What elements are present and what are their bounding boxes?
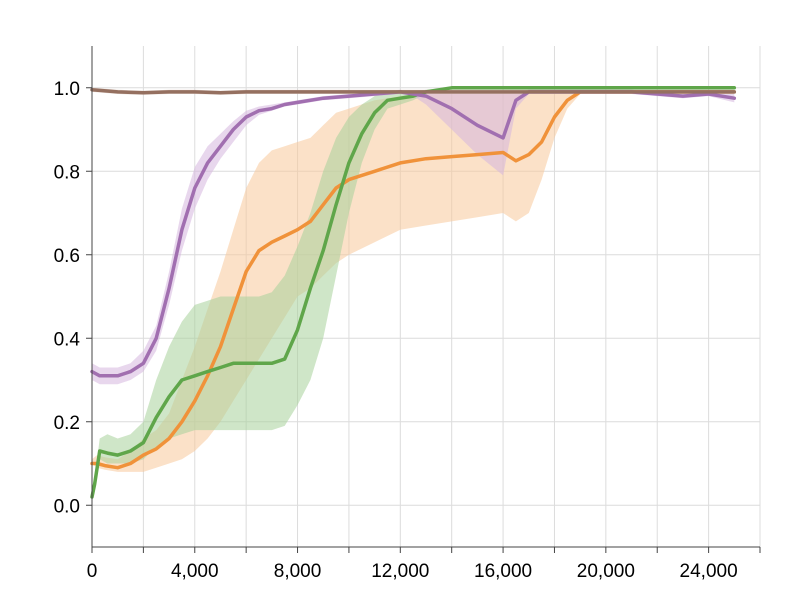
- x-tick-label: 20,000: [577, 561, 635, 582]
- x-tick-label: 4,000: [171, 561, 219, 582]
- y-tick-label: 0.4: [54, 329, 81, 350]
- series-lines: [90, 86, 737, 499]
- series-1-band: [92, 91, 735, 472]
- x-tick-label: 16,000: [474, 561, 532, 582]
- x-tick-label: 0: [87, 561, 98, 582]
- axes: [91, 46, 760, 548]
- y-tick-label: 0.0: [54, 496, 80, 517]
- x-tick-label: 24,000: [680, 561, 738, 582]
- series-4-line: [90, 88, 737, 95]
- y-tick-label: 1.0: [54, 79, 80, 100]
- y-tick-label: 0.8: [54, 162, 80, 183]
- confidence-bands: [92, 87, 735, 497]
- series-2-band: [92, 87, 735, 497]
- x-tick-label: 12,000: [371, 561, 429, 582]
- x-tick-label: 8,000: [274, 561, 322, 582]
- y-tick-label: 0.2: [54, 413, 80, 434]
- tick-labels: 0 4,000 8,000 12,000 16,000 20,000 24,000 0.0 0.…: [54, 79, 761, 582]
- y-tick-label: 0.6: [54, 246, 80, 267]
- series-2-line: [90, 86, 737, 499]
